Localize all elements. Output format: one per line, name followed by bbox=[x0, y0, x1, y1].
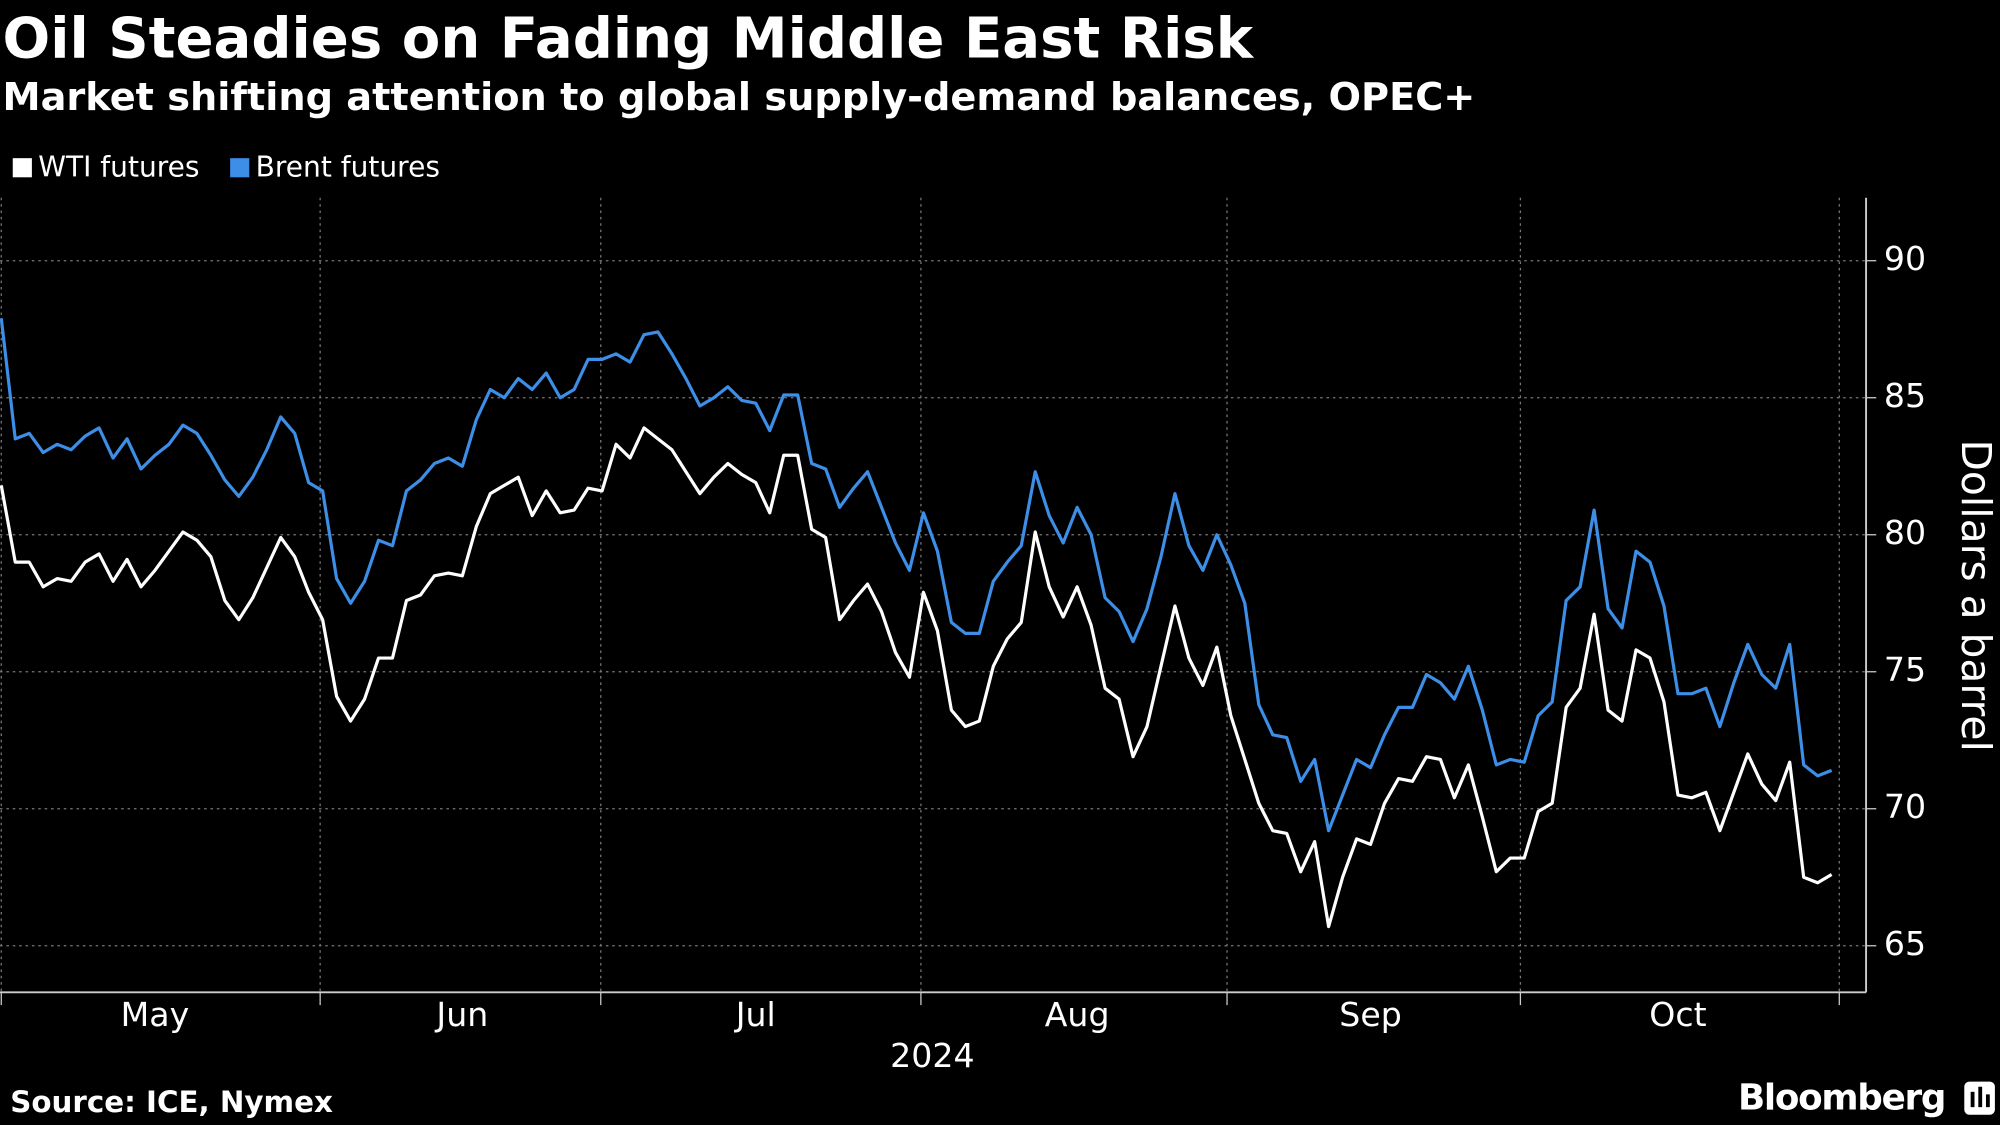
y-axis-label: Dollars a barrel bbox=[1952, 440, 2000, 752]
chart-title: Oil Steadies on Fading Middle East Risk bbox=[3, 7, 1255, 72]
source: Source: ICE, Nymex bbox=[10, 1085, 333, 1119]
legend-swatch bbox=[12, 158, 32, 178]
legend-swatch bbox=[230, 158, 250, 178]
x-tick-label: Oct bbox=[1649, 995, 1706, 1034]
series-line bbox=[0, 426, 1833, 929]
month-grid bbox=[0, 197, 1840, 1006]
x-tick-label: Jun bbox=[434, 995, 488, 1034]
chart-subtitle: Market shifting attention to global supp… bbox=[3, 75, 1476, 120]
brand-icon-bar bbox=[1978, 1086, 1983, 1108]
y-tick-label: 70 bbox=[1884, 787, 1926, 826]
y-tick-label: 80 bbox=[1884, 513, 1926, 552]
x-axis-label: 2024 bbox=[890, 1036, 974, 1075]
x-tick-label: Jul bbox=[734, 995, 776, 1034]
x-tick-label: Aug bbox=[1045, 995, 1110, 1034]
y-tick-label: 65 bbox=[1884, 924, 1926, 963]
x-tick-label: May bbox=[121, 995, 190, 1034]
brand-icon-bar bbox=[1985, 1094, 1990, 1108]
y-tick-label: 85 bbox=[1884, 376, 1926, 415]
legend-label: Brent futures bbox=[256, 150, 440, 183]
legend-label: WTI futures bbox=[38, 150, 199, 183]
brand-icon-bar bbox=[1970, 1091, 1975, 1108]
y-tick-label: 75 bbox=[1884, 650, 1926, 689]
series-line bbox=[0, 318, 1833, 833]
y-tick-label: 90 bbox=[1884, 239, 1926, 278]
brand-icon bbox=[1964, 1081, 1995, 1115]
x-tick-label: Sep bbox=[1339, 995, 1402, 1034]
brand: Bloomberg bbox=[1738, 1077, 1945, 1118]
